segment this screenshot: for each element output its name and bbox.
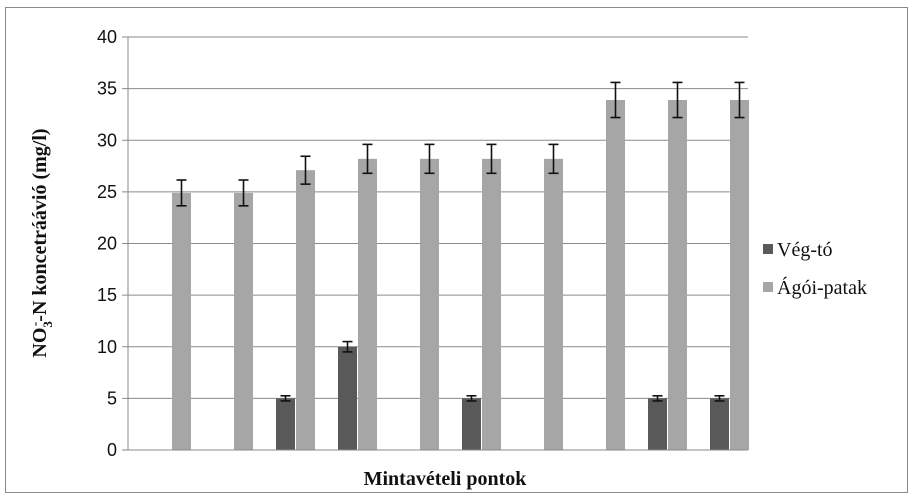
error-bar bbox=[548, 143, 559, 175]
y-axis-title-subscript: 3 bbox=[40, 321, 55, 328]
y-axis-title-rest: -N koncetráávió (mg/l) bbox=[29, 128, 51, 321]
y-tick-label: 5 bbox=[107, 388, 117, 408]
bars bbox=[172, 99, 749, 451]
bar bbox=[358, 158, 377, 450]
error-bar bbox=[300, 155, 311, 185]
error-bar bbox=[486, 143, 497, 175]
bar bbox=[730, 99, 749, 451]
error-bar bbox=[610, 81, 621, 119]
bar bbox=[420, 158, 439, 450]
legend-swatch-veg-to bbox=[763, 244, 773, 254]
y-axis-title-main: NO bbox=[29, 328, 51, 358]
bar bbox=[338, 346, 357, 450]
bar bbox=[462, 398, 481, 450]
error-bar bbox=[714, 394, 725, 402]
y-tick-label: 15 bbox=[97, 285, 117, 305]
error-bar bbox=[734, 81, 745, 119]
y-tick-label: 35 bbox=[97, 79, 117, 99]
error-bar bbox=[238, 179, 249, 207]
x-axis-title: Mintavételi pontok bbox=[364, 468, 528, 490]
error-bar bbox=[652, 394, 663, 402]
error-bar bbox=[672, 81, 683, 119]
bar bbox=[668, 99, 687, 451]
bar bbox=[606, 99, 625, 451]
legend-label-veg-to: Vég-tó bbox=[777, 239, 833, 261]
y-tick-label: 20 bbox=[97, 234, 117, 254]
bar bbox=[544, 158, 563, 450]
bar bbox=[234, 192, 253, 450]
bar bbox=[648, 398, 667, 450]
y-tick-label: 0 bbox=[107, 440, 117, 460]
y-tick-labels: 0 5 10 15 20 25 30 35 40 bbox=[97, 27, 117, 460]
bar bbox=[710, 398, 729, 450]
y-tick-label: 10 bbox=[97, 337, 117, 357]
y-tick-label: 25 bbox=[97, 182, 117, 202]
error-bars bbox=[176, 81, 745, 402]
y-tick-label: 40 bbox=[97, 27, 117, 47]
error-bar bbox=[342, 340, 353, 353]
y-axis-title-superscript: - bbox=[27, 322, 42, 326]
bar bbox=[276, 398, 295, 450]
y-axis-title: NO3--N koncetráávió (mg/l) bbox=[27, 128, 55, 357]
error-bar bbox=[362, 143, 373, 175]
legend: Vég-tó Ágói-patak bbox=[763, 239, 867, 299]
error-bar bbox=[280, 394, 291, 402]
y-tick-label: 30 bbox=[97, 130, 117, 150]
bar bbox=[172, 192, 191, 450]
error-bar bbox=[176, 179, 187, 207]
error-bar bbox=[466, 394, 477, 402]
bar bbox=[482, 158, 501, 450]
legend-label-agoi-patak: Ágói-patak bbox=[777, 276, 867, 299]
error-bar bbox=[424, 143, 435, 175]
legend-swatch-agoi-patak bbox=[763, 282, 773, 292]
bar bbox=[296, 170, 315, 450]
chart-frame bbox=[5, 7, 908, 493]
